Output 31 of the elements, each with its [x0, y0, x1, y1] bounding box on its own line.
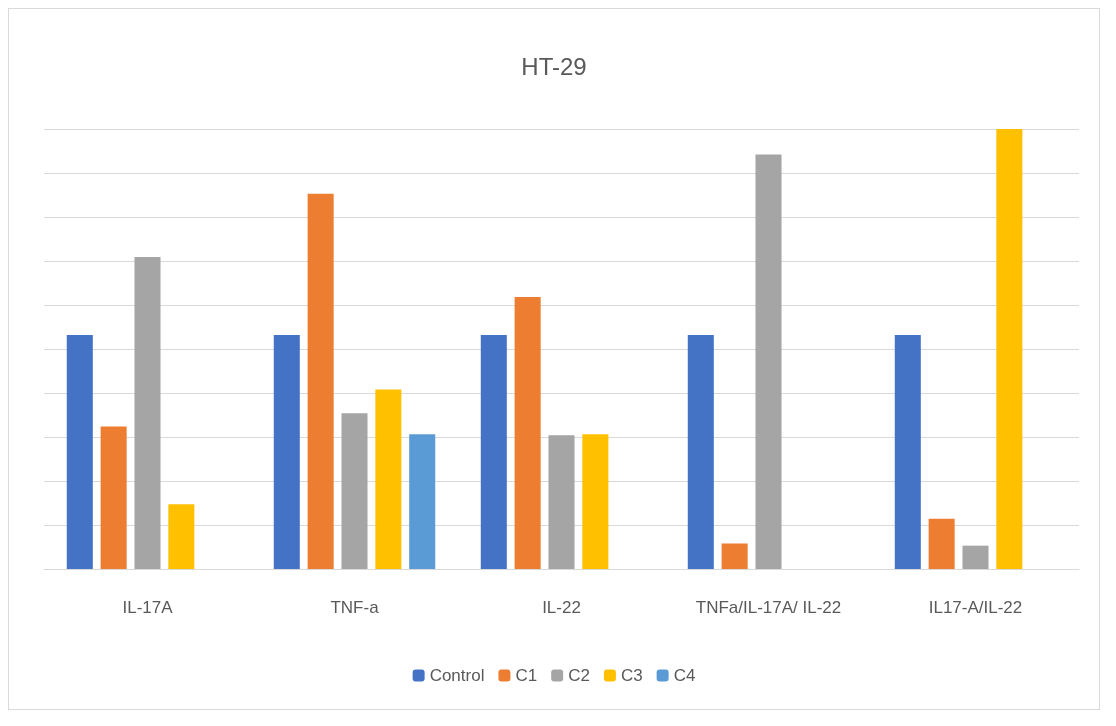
- legend-label: C1: [515, 666, 538, 685]
- bar: [996, 129, 1023, 569]
- bar: [928, 518, 955, 569]
- bar: [100, 426, 127, 569]
- x-tick-label: IL17-A/IL-22: [928, 598, 1023, 617]
- bar: [894, 334, 921, 569]
- bar: [582, 434, 609, 569]
- bar: [168, 504, 195, 569]
- legend-label: C2: [568, 666, 590, 685]
- bar: [273, 334, 300, 569]
- legend-label: Control: [429, 666, 485, 685]
- legend-label: C3: [620, 666, 643, 685]
- x-tick-label: TNFa/IL-17A/ IL-22: [695, 598, 842, 617]
- bar: [962, 545, 989, 569]
- x-tick-label: TNF-a: [330, 598, 380, 617]
- bar: [548, 435, 575, 569]
- x-tick-label: IL-17A: [122, 598, 174, 617]
- bar: [66, 334, 93, 569]
- bar: [341, 413, 368, 569]
- bar: [721, 543, 748, 569]
- x-tick-label: IL-22: [542, 598, 581, 617]
- legend-label: C4: [673, 666, 696, 685]
- bar: [375, 389, 402, 569]
- bar: [409, 434, 436, 569]
- bar: [307, 193, 334, 569]
- bar: [687, 334, 714, 569]
- bar: [134, 257, 161, 569]
- bar: [755, 154, 782, 569]
- bar: [480, 334, 507, 569]
- chart-title: HT-29: [521, 52, 587, 80]
- bar: [514, 297, 541, 569]
